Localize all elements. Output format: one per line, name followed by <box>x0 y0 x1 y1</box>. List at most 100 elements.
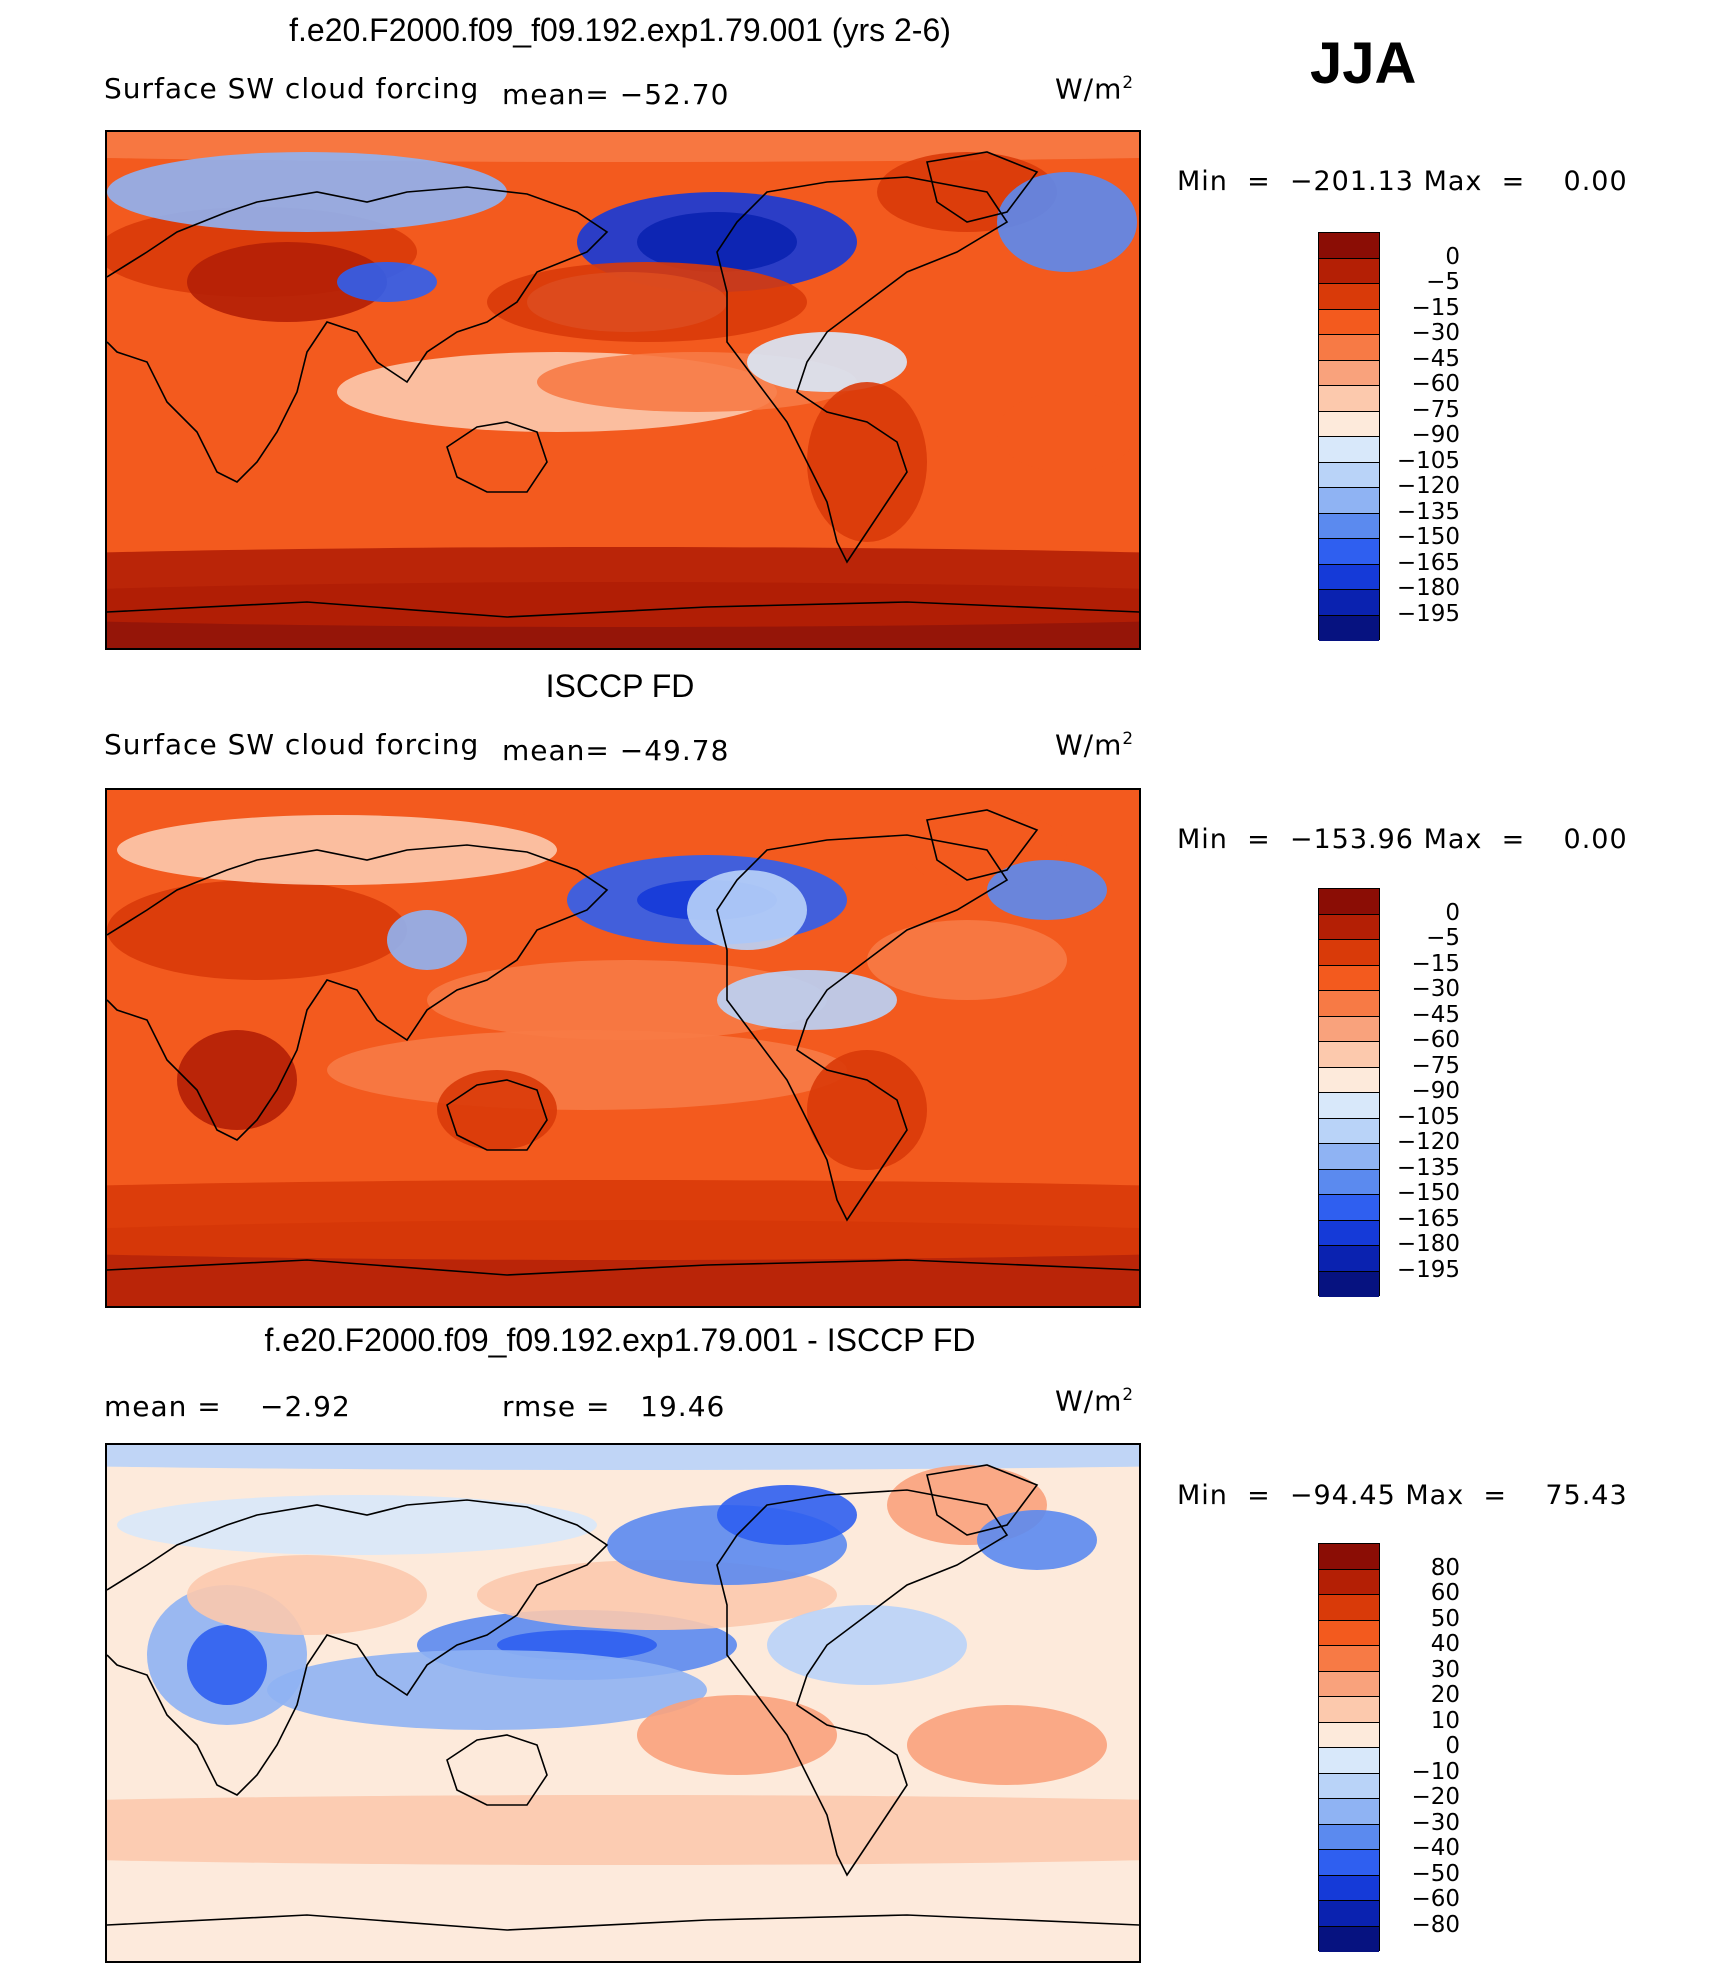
colorbar-swatch <box>1319 1697 1379 1723</box>
colorbar-swatch <box>1319 1875 1379 1901</box>
colorbar-tick-label: −30 <box>1411 1809 1460 1836</box>
panel-1-minmax: Min = −201.13 Max = 0.00 <box>1177 166 1628 197</box>
panel-3-mean-value: −2.92 <box>260 1390 351 1423</box>
colorbar-tick-label: −180 <box>1396 1231 1460 1257</box>
colorbar-swatch <box>1319 590 1379 616</box>
colorbar-tick-label: −60 <box>1411 371 1460 397</box>
colorbar-swatch <box>1319 1246 1379 1272</box>
colorbar-swatch <box>1319 1042 1379 1068</box>
colorbar-tick-label: 30 <box>1430 1656 1460 1683</box>
colorbar-swatch <box>1319 233 1379 259</box>
panel-2-minmax: Min = −153.96 Max = 0.00 <box>1177 824 1628 855</box>
colorbar-swatch <box>1319 1569 1379 1595</box>
colorbar-tick-label: −120 <box>1396 473 1460 499</box>
colorbar-tick-label: −40 <box>1411 1835 1460 1861</box>
colorbar-swatch <box>1319 1799 1379 1825</box>
colorbar-swatch <box>1319 991 1379 1017</box>
panel-1-colorbar <box>1318 232 1380 641</box>
panel-1-variable: Surface SW cloud forcing <box>104 72 480 105</box>
colorbar-tick-label: −165 <box>1396 1205 1460 1232</box>
panel-3-map <box>105 1443 1141 1963</box>
colorbar-tick-label: −15 <box>1411 950 1460 977</box>
panel-1-title: f.e20.F2000.f09_f09.192.exp1.79.001 (yrs… <box>289 12 951 48</box>
colorbar-swatch <box>1319 1093 1379 1119</box>
panel-1-map <box>105 130 1141 650</box>
colorbar-swatch <box>1319 335 1379 361</box>
colorbar-swatch <box>1319 411 1379 437</box>
panel-2-min-label: Min <box>1177 824 1228 855</box>
colorbar-swatch <box>1319 940 1379 966</box>
panel-2-colorbar <box>1318 888 1380 1297</box>
colorbar-tick-label: −45 <box>1411 1001 1460 1028</box>
colorbar-tick-label: −195 <box>1396 1256 1460 1283</box>
colorbar-swatch <box>1319 1850 1379 1876</box>
colorbar-swatch <box>1319 1595 1379 1621</box>
colorbar-swatch <box>1319 1748 1379 1774</box>
panel-3-units: W/m2 <box>1055 1384 1135 1418</box>
colorbar-tick-label: −60 <box>1411 1886 1460 1912</box>
colorbar-swatch <box>1319 1271 1379 1297</box>
colorbar-swatch <box>1319 1773 1379 1799</box>
panel-3-rmse: rmse = 19.46 <box>502 1390 726 1423</box>
colorbar-swatch <box>1319 1195 1379 1221</box>
panel-2-variable: Surface SW cloud forcing <box>104 728 480 761</box>
colorbar-swatch <box>1319 1620 1379 1646</box>
colorbar-tick-label: −80 <box>1411 1911 1460 1938</box>
panel-2-min-value: −153.96 <box>1289 824 1414 855</box>
panel-2-title: ISCCP FD <box>545 668 695 704</box>
panel-2-units: W/m2 <box>1055 728 1135 762</box>
colorbar-tick-label: −75 <box>1411 1052 1460 1079</box>
colorbar-tick-label: −50 <box>1411 1860 1460 1887</box>
colorbar-tick-label: 0 <box>1445 1733 1460 1759</box>
colorbar-swatch <box>1319 309 1379 335</box>
colorbar-tick-label: −60 <box>1411 1027 1460 1053</box>
colorbar-swatch <box>1319 1722 1379 1748</box>
colorbar-tick-label: −105 <box>1396 1103 1460 1130</box>
colorbar-tick-label: 80 <box>1430 1554 1460 1581</box>
colorbar-swatch <box>1319 1901 1379 1927</box>
colorbar-tick-label: −135 <box>1396 1154 1460 1181</box>
colorbar-swatch <box>1319 1671 1379 1697</box>
panel-3-mean-label: mean = <box>104 1390 222 1423</box>
colorbar-tick-label: −180 <box>1396 575 1460 601</box>
colorbar-tick-label: −90 <box>1411 1078 1460 1104</box>
colorbar-swatch <box>1319 1646 1379 1672</box>
colorbar-swatch <box>1319 564 1379 590</box>
colorbar-tick-label: 0 <box>1445 899 1460 926</box>
colorbar-tick-label: −20 <box>1411 1784 1460 1810</box>
colorbar-swatch <box>1319 889 1379 915</box>
colorbar-tick-label: −30 <box>1411 320 1460 346</box>
panel-1-max-value: 0.00 <box>1563 166 1628 197</box>
colorbar-swatch <box>1319 539 1379 565</box>
colorbar-swatch <box>1319 1016 1379 1042</box>
colorbar-tick-label: −10 <box>1411 1758 1460 1785</box>
colorbar-tick-label: −195 <box>1396 600 1460 627</box>
colorbar-swatch <box>1319 513 1379 539</box>
colorbar-tick-label: −5 <box>1426 925 1460 951</box>
panel-1-mean: mean= −52.70 <box>502 78 730 111</box>
panel-2-max-label: Max <box>1423 824 1483 855</box>
colorbar-tick-label: 50 <box>1430 1605 1460 1632</box>
panel-3-max-value: 75.43 <box>1545 1480 1628 1511</box>
colorbar-tick-label: −135 <box>1396 498 1460 525</box>
panel-1-contour-field <box>107 132 1139 648</box>
colorbar-swatch <box>1319 615 1379 641</box>
panel-3-min-value: −94.45 <box>1289 1480 1396 1511</box>
colorbar-tick-label: −30 <box>1411 976 1460 1002</box>
panel-3-minmax: Min = −94.45 Max = 75.43 <box>1177 1480 1628 1511</box>
colorbar-swatch <box>1319 1067 1379 1093</box>
colorbar-swatch <box>1319 488 1379 514</box>
colorbar-tick-label: −45 <box>1411 345 1460 372</box>
colorbar-tick-label: 40 <box>1430 1631 1460 1657</box>
colorbar-tick-label: −5 <box>1426 269 1460 295</box>
season-label: JJA <box>1310 31 1417 96</box>
colorbar-tick-label: 0 <box>1445 243 1460 270</box>
panel-1-units: W/m2 <box>1055 72 1135 106</box>
colorbar-swatch <box>1319 1220 1379 1246</box>
panel-3-colorbar <box>1318 1543 1380 1952</box>
colorbar-tick-label: −150 <box>1396 1180 1460 1206</box>
colorbar-tick-label: −165 <box>1396 549 1460 576</box>
panel-1-min-value: −201.13 <box>1289 166 1414 197</box>
colorbar-swatch <box>1319 1824 1379 1850</box>
colorbar-swatch <box>1319 1118 1379 1144</box>
